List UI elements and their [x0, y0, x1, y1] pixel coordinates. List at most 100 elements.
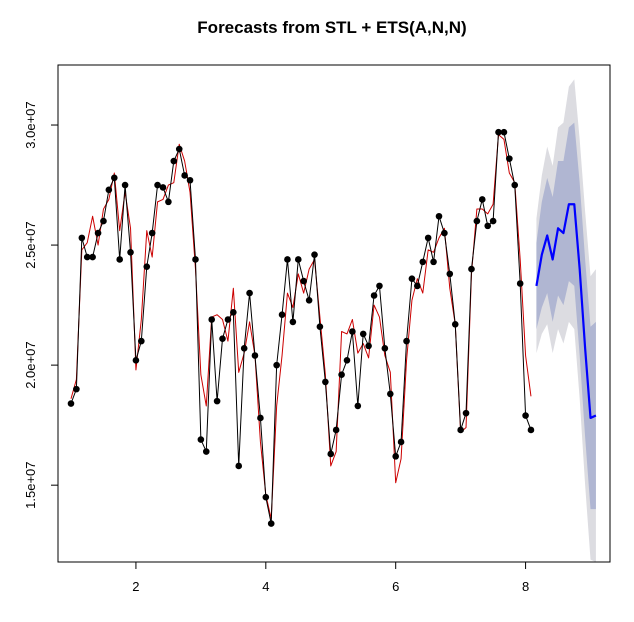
- observed-point: [111, 174, 118, 182]
- y-tick-label: 1.5e+07: [23, 461, 38, 508]
- observed-point: [94, 229, 102, 237]
- x-tick-label: 4: [262, 579, 269, 594]
- observed-point: [511, 181, 519, 189]
- observed-point: [376, 282, 383, 290]
- observed-point: [462, 409, 470, 417]
- observed-point: [267, 520, 275, 527]
- observed-point: [424, 234, 432, 242]
- chart-title: Forecasts from STL + ETS(A,N,N): [197, 18, 466, 37]
- observed-point: [522, 412, 529, 419]
- observed-point: [500, 128, 508, 136]
- x-tick-label: 8: [522, 579, 529, 594]
- observed-point: [403, 337, 410, 345]
- y-tick-label: 2.0e+07: [23, 341, 38, 388]
- observed-point: [148, 229, 156, 237]
- observed-point: [430, 258, 437, 266]
- observed-point: [213, 397, 221, 405]
- observed-point: [338, 371, 345, 379]
- observed-point: [262, 493, 270, 501]
- x-axis: 2 4 6 8: [132, 561, 529, 594]
- observed-point: [495, 128, 502, 136]
- observed-point: [473, 217, 481, 225]
- observed-point: [208, 316, 216, 323]
- observed-point: [230, 308, 237, 316]
- observed-point: [322, 378, 329, 386]
- observed-point: [332, 426, 340, 434]
- observed-point: [316, 323, 324, 331]
- observed-point: [527, 426, 535, 434]
- observed-point: [387, 390, 394, 398]
- observed-point: [435, 212, 443, 220]
- observed-point: [365, 342, 372, 350]
- observed-point: [392, 453, 399, 460]
- observed-point: [192, 256, 199, 263]
- plot-frame: [57, 64, 611, 563]
- observed-point: [257, 414, 264, 422]
- observed-point: [154, 181, 161, 189]
- observed-point: [219, 335, 226, 343]
- observed-point: [370, 292, 378, 299]
- observed-point: [489, 217, 497, 225]
- observed-point: [138, 337, 145, 345]
- observed-point: [224, 316, 232, 323]
- observed-point: [246, 289, 253, 297]
- observed-point: [305, 296, 313, 304]
- band-80-percent: [536, 122, 596, 510]
- observed-point: [468, 265, 475, 273]
- observed-point: [457, 426, 464, 434]
- observed-point: [186, 176, 194, 184]
- observed-point: [414, 282, 421, 290]
- observed-point: [359, 330, 367, 338]
- observed-point: [175, 145, 183, 153]
- observed-point: [441, 229, 448, 237]
- observed-point: [273, 361, 280, 369]
- observed-point: [289, 318, 297, 326]
- observed-point: [181, 172, 188, 179]
- observed-point: [484, 222, 492, 230]
- observed-point: [506, 155, 513, 162]
- x-tick-label: 6: [392, 579, 399, 594]
- observed-point: [343, 357, 351, 364]
- y-tick-label: 2.5e+07: [23, 221, 38, 268]
- y-tick-label: 3.0e+07: [23, 101, 38, 148]
- observed-point: [408, 275, 416, 282]
- observed-point: [251, 352, 259, 359]
- observed-point: [159, 184, 167, 191]
- observed-point: [294, 256, 302, 263]
- observed-point: [354, 402, 362, 410]
- fitted-series: [70, 134, 532, 520]
- observed-point: [197, 436, 205, 443]
- observed-point: [100, 217, 107, 225]
- observed-point: [165, 198, 172, 206]
- observed-point: [284, 256, 291, 263]
- observed-point: [83, 253, 91, 261]
- observed-point: [143, 263, 151, 270]
- observed-point: [240, 345, 248, 352]
- forecast-line: [535, 203, 597, 420]
- observed-point: [105, 186, 113, 194]
- fitted-line: [70, 134, 532, 520]
- x-tick-label: 2: [132, 579, 139, 594]
- observed-point: [311, 251, 318, 258]
- observed-line: [70, 131, 532, 525]
- observed-point: [300, 277, 307, 285]
- forecast-series: [535, 203, 597, 420]
- observed-point: [349, 328, 356, 335]
- observed-point: [446, 270, 454, 278]
- observed-point: [89, 253, 96, 261]
- observed-point: [278, 311, 286, 319]
- observed-point: [419, 258, 427, 266]
- observed-point: [478, 196, 486, 203]
- prediction-intervals: [536, 79, 596, 563]
- observed-point: [516, 280, 524, 287]
- observed-point: [451, 321, 459, 328]
- observed-point: [132, 357, 140, 364]
- observed-point: [397, 438, 405, 446]
- observed-point: [67, 400, 75, 407]
- y-axis: 1.5e+07 2.0e+07 2.5e+07 3.0e+07: [23, 101, 59, 509]
- observed-series: [67, 128, 535, 527]
- observed-point: [381, 345, 389, 352]
- observed-point: [170, 157, 178, 165]
- observed-point: [73, 385, 80, 393]
